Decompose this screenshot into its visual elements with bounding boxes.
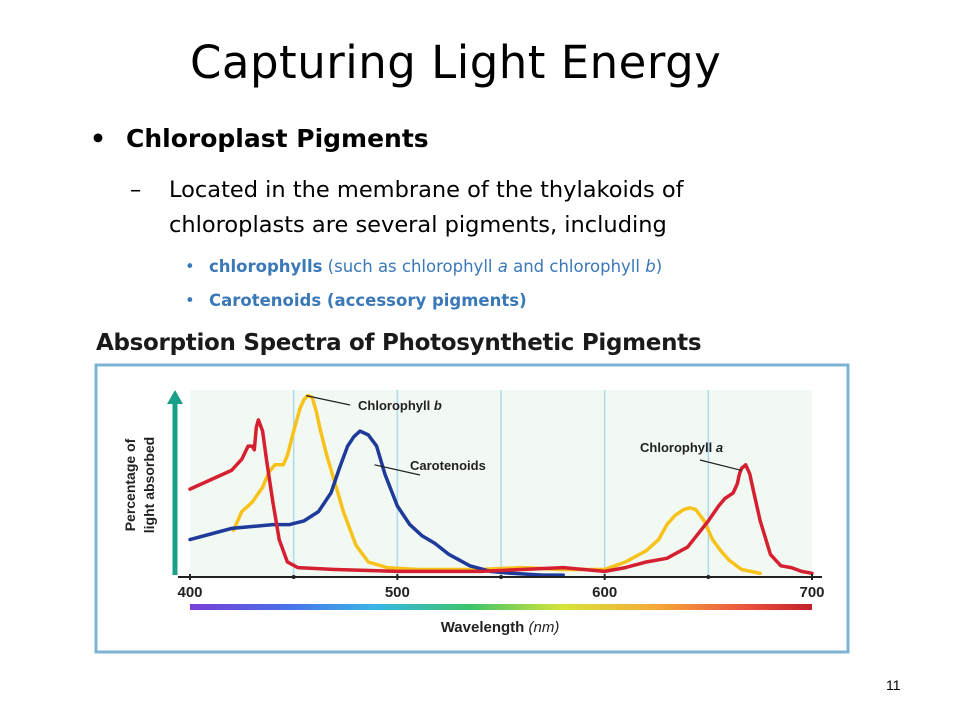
sub-bullet-marker: •: [185, 257, 195, 276]
slide-title: Capturing Light Energy: [190, 36, 722, 89]
y-axis-arrow: [167, 390, 183, 575]
x-minor-tick: [291, 575, 296, 579]
series-line-chlorophyll-a: [188, 418, 814, 576]
wavelength-spectrum-bar: [190, 604, 812, 610]
x-axis-label-text: Wavelength: [441, 619, 525, 636]
annotation-chlorophyll-b: Chlorophyll b: [358, 398, 442, 413]
x-axis-label-unit: (nm): [528, 619, 559, 636]
x-tick-label: 400: [177, 584, 202, 601]
x-minor-tick: [499, 575, 503, 579]
sub-bullet-text-carotenoids: Carotenoids (accessory pigments): [209, 291, 527, 310]
x-axis-label: Wavelength (nm): [441, 619, 560, 636]
leader-line-chlorophyll-b: [305, 395, 351, 406]
sub1-post: ): [655, 257, 663, 276]
sub1-pre: (such as chlorophyll: [322, 257, 498, 276]
y-axis-label-line2: light absorbed: [141, 437, 157, 533]
chart-title: Absorption Spectra of Photosynthetic Pig…: [96, 330, 702, 356]
y-axis-label-line1: Percentage of: [122, 438, 138, 531]
annotation-chlorophyll-a: Chlorophyll a: [640, 440, 723, 455]
annotation-carotenoids: Carotenoids: [410, 458, 486, 473]
x-tick-label: 500: [385, 584, 410, 601]
sub-bullet-text: chlorophylls (such as chlorophyll a and …: [209, 257, 662, 276]
x-tick-label: 600: [592, 584, 617, 601]
x-minor-tick: [706, 575, 711, 579]
bullet-text-located: Located in the membrane of the thylakoid…: [169, 177, 684, 238]
sub-bullet-marker: •: [185, 291, 195, 310]
series-line-chlorophyll-b: [231, 393, 762, 576]
italic-b: b: [645, 257, 656, 276]
sub1-mid: and chlorophyll: [507, 257, 646, 276]
italic-a: a: [497, 257, 508, 276]
leader-line-carotenoids: [374, 464, 421, 476]
bullet-text-chloroplast-pigments: Chloroplast Pigments: [126, 124, 429, 153]
chlorophylls-term: chlorophylls: [209, 257, 323, 276]
x-tick-label: 700: [799, 584, 824, 601]
dash-marker: –: [130, 177, 142, 203]
bullet-marker: •: [90, 124, 106, 153]
leader-line-chlorophyll-a: [699, 459, 742, 471]
page-number: 11: [886, 677, 901, 693]
